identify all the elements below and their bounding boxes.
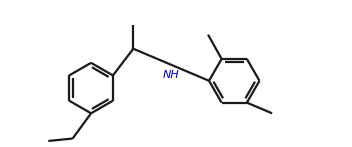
Text: NH: NH	[163, 70, 180, 80]
